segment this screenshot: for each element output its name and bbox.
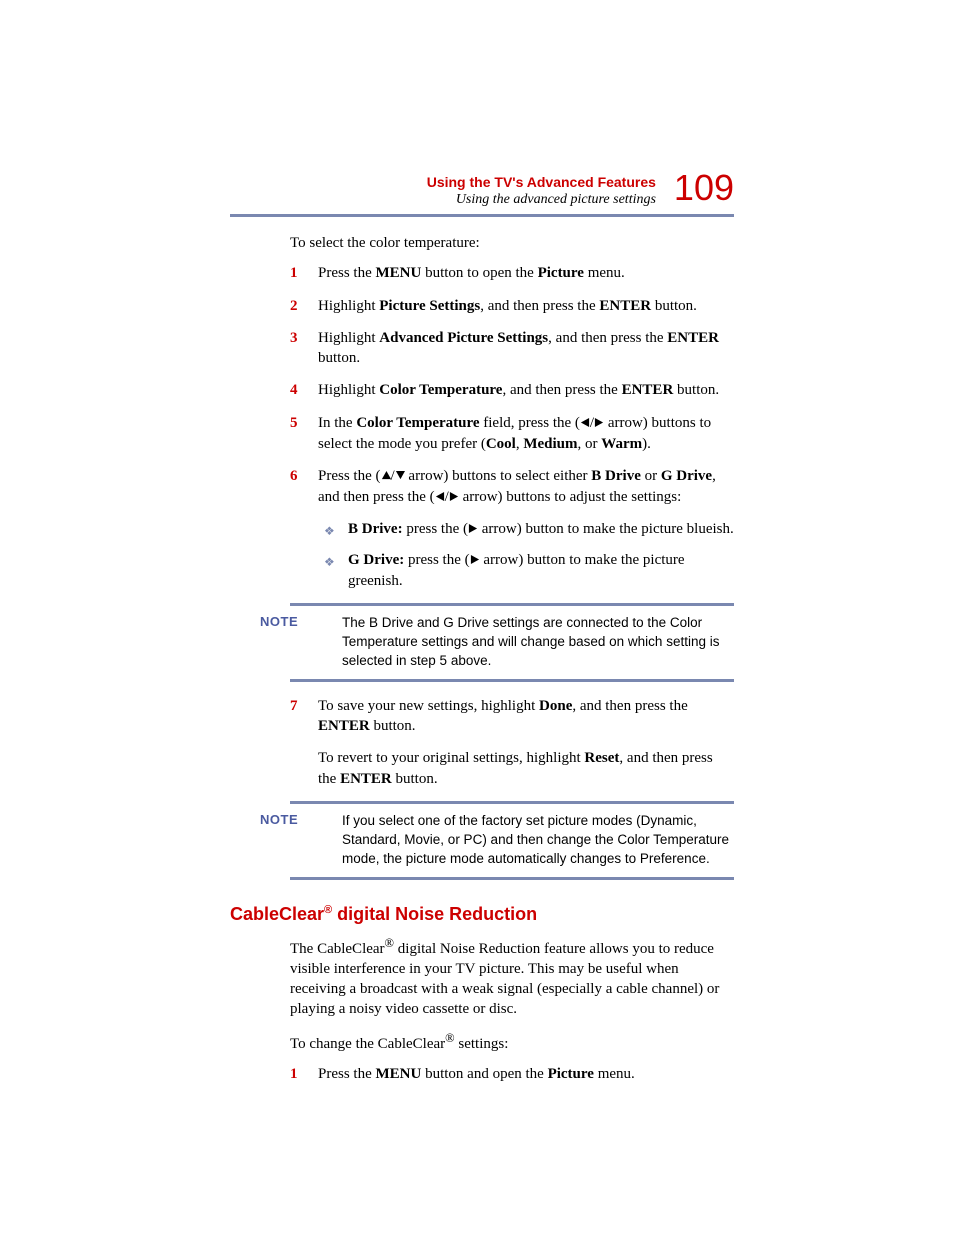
step-number: 5 bbox=[290, 413, 298, 433]
step-item: 6 Press the (/ arrow) buttons to select e… bbox=[290, 466, 734, 591]
note-rule bbox=[290, 679, 734, 682]
arrow-left-icon bbox=[435, 488, 445, 508]
heading-sup: ® bbox=[324, 904, 332, 916]
step-text: Press the MENU button and open the Pictu… bbox=[318, 1064, 734, 1084]
step-item: 3 Highlight Advanced Picture Settings, an… bbox=[290, 328, 734, 369]
heading-pre: CableClear bbox=[230, 904, 324, 924]
steps-list-2: 7 To save your new settings, highlight Do… bbox=[290, 696, 734, 789]
intro-text: To select the color temperature: bbox=[290, 233, 734, 253]
cableclear-intro: The CableClear® digital Noise Reduction … bbox=[290, 935, 734, 1020]
bullet-text: G Drive: press the ( arrow) button to ma… bbox=[348, 552, 685, 589]
note-text: If you select one of the factory set pic… bbox=[342, 812, 734, 869]
arrow-right-icon bbox=[449, 488, 459, 508]
step-number: 2 bbox=[290, 296, 298, 316]
arrow-down-icon bbox=[395, 467, 405, 487]
arrow-right-icon bbox=[594, 414, 604, 434]
arrow-up-icon bbox=[381, 467, 391, 487]
step-number: 3 bbox=[290, 328, 298, 348]
steps-list-1: 1 Press the MENU button to open the Pictu… bbox=[290, 263, 734, 591]
step-text: Highlight Picture Settings, and then pre… bbox=[318, 296, 734, 316]
bullet-item: ❖ G Drive: press the ( arrow) button to m… bbox=[318, 550, 734, 592]
step-item: 4 Highlight Color Temperature, and then p… bbox=[290, 380, 734, 400]
section-heading-cableclear: CableClear® digital Noise Reduction bbox=[230, 904, 734, 925]
step-text: To save your new settings, highlight Don… bbox=[318, 696, 734, 737]
step-number: 7 bbox=[290, 696, 298, 716]
bullet-item: ❖ B Drive: press the ( arrow) button to m… bbox=[318, 519, 734, 540]
step-number: 1 bbox=[290, 1064, 298, 1084]
arrow-left-icon bbox=[580, 414, 590, 434]
page-header: Using the TV's Advanced Features Using t… bbox=[230, 170, 734, 208]
step-item: 1 Press the MENU button and open the Pict… bbox=[290, 1064, 734, 1084]
note-block-1: NOTE The B Drive and G Drive settings ar… bbox=[230, 603, 734, 682]
page-number: 109 bbox=[674, 170, 734, 206]
heading-post: digital Noise Reduction bbox=[332, 904, 537, 924]
step-number: 4 bbox=[290, 380, 298, 400]
manual-page: Using the TV's Advanced Features Using t… bbox=[0, 0, 954, 1196]
note-text: The B Drive and G Drive settings are con… bbox=[342, 614, 734, 671]
step-text: In the Color Temperature field, press th… bbox=[318, 413, 734, 455]
chapter-title: Using the TV's Advanced Features bbox=[427, 174, 656, 190]
diamond-icon: ❖ bbox=[324, 554, 335, 570]
header-titles: Using the TV's Advanced Features Using t… bbox=[427, 170, 656, 208]
step-text: Press the MENU button to open the Pictur… bbox=[318, 263, 734, 283]
note-label: NOTE bbox=[230, 812, 342, 869]
bullet-text: B Drive: press the ( arrow) button to ma… bbox=[348, 521, 734, 537]
step-text: To revert to your original settings, hig… bbox=[318, 748, 734, 789]
step-item: 7 To save your new settings, highlight Do… bbox=[290, 696, 734, 789]
step-number: 6 bbox=[290, 466, 298, 486]
step-item: 2 Highlight Picture Settings, and then pr… bbox=[290, 296, 734, 316]
sub-bullets: ❖ B Drive: press the ( arrow) button to m… bbox=[318, 519, 734, 592]
cableclear-lead: To change the CableClear® settings: bbox=[290, 1030, 734, 1054]
section-subtitle: Using the advanced picture settings bbox=[427, 192, 656, 208]
diamond-icon: ❖ bbox=[324, 523, 335, 539]
step-item: 1 Press the MENU button to open the Pictu… bbox=[290, 263, 734, 283]
arrow-right-icon bbox=[470, 551, 480, 571]
step-text: Highlight Color Temperature, and then pr… bbox=[318, 380, 734, 400]
header-rule bbox=[230, 214, 734, 217]
steps-list-cableclear: 1 Press the MENU button and open the Pict… bbox=[290, 1064, 734, 1084]
arrow-right-icon bbox=[468, 520, 478, 540]
note-rule bbox=[290, 877, 734, 880]
note-block-2: NOTE If you select one of the factory se… bbox=[230, 801, 734, 880]
step-text: Highlight Advanced Picture Settings, and… bbox=[318, 328, 734, 369]
step-text: Press the (/ arrow) buttons to select ei… bbox=[318, 466, 734, 509]
step-number: 1 bbox=[290, 263, 298, 283]
note-label: NOTE bbox=[230, 614, 342, 671]
step-item: 5 In the Color Temperature field, press t… bbox=[290, 413, 734, 455]
